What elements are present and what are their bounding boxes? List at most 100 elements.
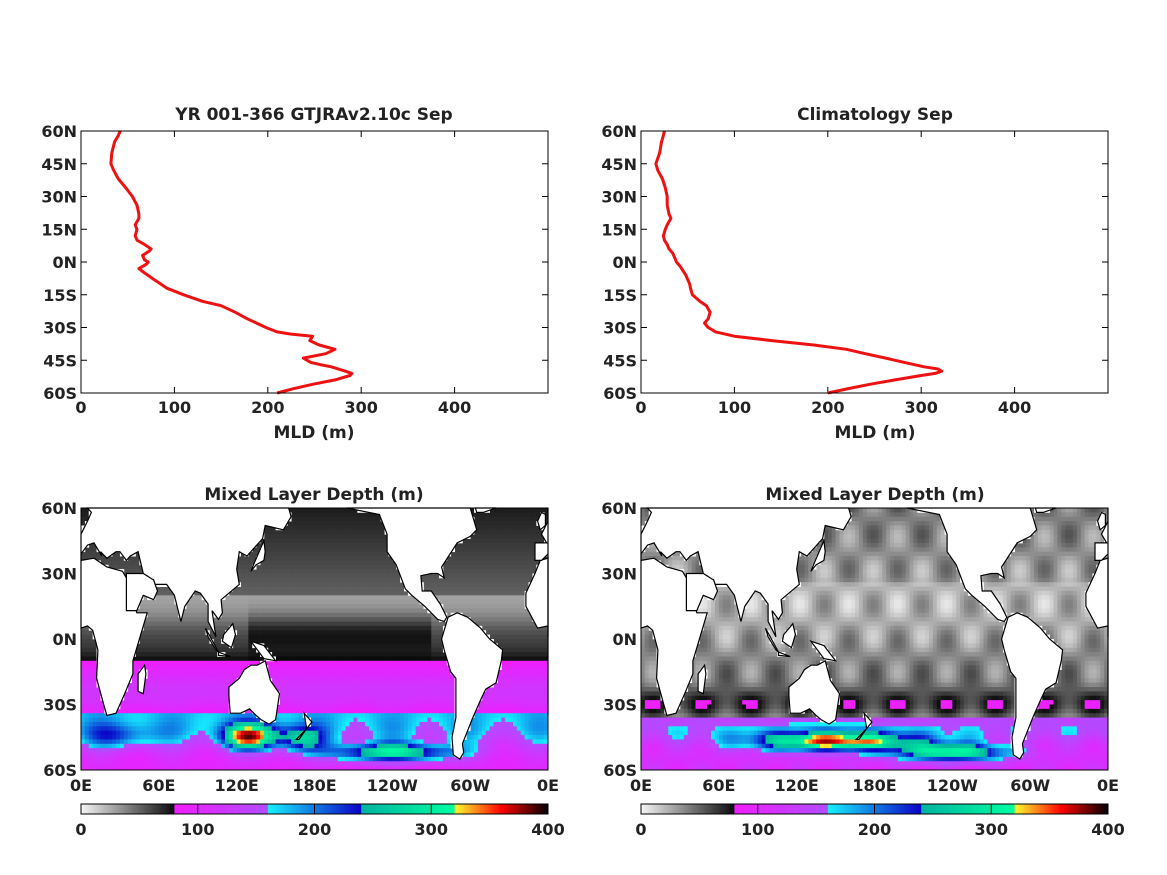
mld-cell [295, 573, 300, 579]
mld-cell [415, 660, 420, 666]
mld-cell [143, 695, 148, 701]
mld-cell [162, 682, 168, 688]
mld-cell [244, 634, 249, 640]
mld-cell [302, 625, 308, 631]
mld-cell [368, 739, 374, 745]
mld-cell [279, 564, 284, 570]
mld-cell [388, 608, 393, 614]
mld-cell [154, 717, 160, 723]
mld-cell [400, 652, 405, 657]
mld-cell [240, 743, 245, 749]
mld-cell [112, 752, 117, 758]
mld-cell [84, 713, 90, 718]
mld-cell [224, 595, 230, 601]
mld-cell [466, 551, 471, 557]
mld-cell [92, 673, 97, 679]
mld-cell [489, 721, 494, 727]
mld-cell [365, 625, 370, 631]
mld-cell [318, 625, 323, 631]
mld-cell [260, 582, 265, 587]
mld-cell [349, 586, 354, 592]
mld-cell [244, 590, 249, 596]
mld-cell [310, 717, 315, 723]
mld-cell [501, 599, 506, 605]
mld-cell [485, 569, 491, 574]
mld-cell [302, 582, 308, 587]
mld-cell [154, 691, 160, 697]
mld-cell [524, 691, 529, 697]
mld-cell [337, 660, 343, 666]
mld-cell [189, 726, 195, 732]
mld-cell [446, 726, 452, 732]
mld-cell [536, 678, 541, 684]
mld-cell [365, 595, 370, 601]
mld-cell [439, 752, 444, 758]
mld-cell [139, 599, 144, 605]
mld-cell [116, 756, 121, 762]
mld-cell [92, 739, 97, 745]
mld-cell [501, 556, 506, 561]
mld-cell [92, 726, 97, 732]
mld-cell [512, 630, 518, 636]
mld-cell [256, 735, 261, 740]
mld-cell [252, 743, 257, 749]
mld-cell [489, 752, 494, 758]
mld-cell [477, 577, 483, 583]
mld-cell [466, 608, 471, 614]
mld-cell [271, 599, 276, 605]
mld-cell [302, 656, 308, 662]
mld-cell [96, 730, 101, 736]
mld-cell [489, 687, 494, 692]
mld-cell [501, 529, 506, 535]
mld-cell [248, 551, 253, 557]
mld-cell [322, 569, 327, 574]
mld-cell [287, 665, 292, 670]
mld-cell [322, 643, 327, 649]
mld-cell [528, 538, 533, 544]
mld-cell [228, 604, 234, 609]
mld-cell [407, 695, 413, 701]
mld-cell [462, 604, 467, 609]
mld-cell [236, 652, 241, 657]
mld-cell [376, 582, 382, 587]
mld-cell [520, 556, 526, 561]
mld-cell [252, 556, 257, 561]
mld-cell [100, 704, 105, 710]
mld-cell [244, 617, 249, 622]
mld-cell [493, 721, 498, 727]
mld-cell [349, 630, 354, 636]
mld-cell [213, 717, 218, 723]
mld-cell [353, 586, 358, 592]
mld-cell [306, 752, 312, 758]
mld-cell [287, 560, 292, 566]
mld-cell [520, 547, 526, 553]
mld-cell [291, 687, 296, 692]
mld-cell [186, 687, 191, 692]
mld-cell [396, 695, 401, 701]
mld-cell [186, 656, 191, 662]
mld-cell [291, 721, 296, 727]
mld-cell [485, 577, 491, 583]
mld-cell [291, 673, 296, 679]
mld-cell [127, 556, 132, 561]
mld-cell [392, 721, 397, 727]
mld-cell [166, 743, 171, 749]
mld-cell [337, 577, 343, 583]
mld-cell [193, 735, 199, 740]
mld-cell [326, 573, 331, 579]
mld-cell [341, 691, 347, 697]
mld-cell [182, 700, 187, 705]
mld-cell [92, 547, 97, 553]
profile-frame-model [80, 130, 549, 394]
mld-cell [489, 590, 494, 596]
mld-cell [256, 604, 261, 609]
mld-cell [419, 669, 424, 675]
mld-cell [341, 660, 347, 666]
mld-cell [147, 700, 152, 705]
mld-cell [462, 564, 467, 570]
mld-cell [516, 752, 522, 758]
mld-cell [349, 569, 354, 574]
mld-cell [353, 547, 358, 553]
mld-cell [306, 643, 312, 649]
mld-cell [302, 547, 308, 553]
